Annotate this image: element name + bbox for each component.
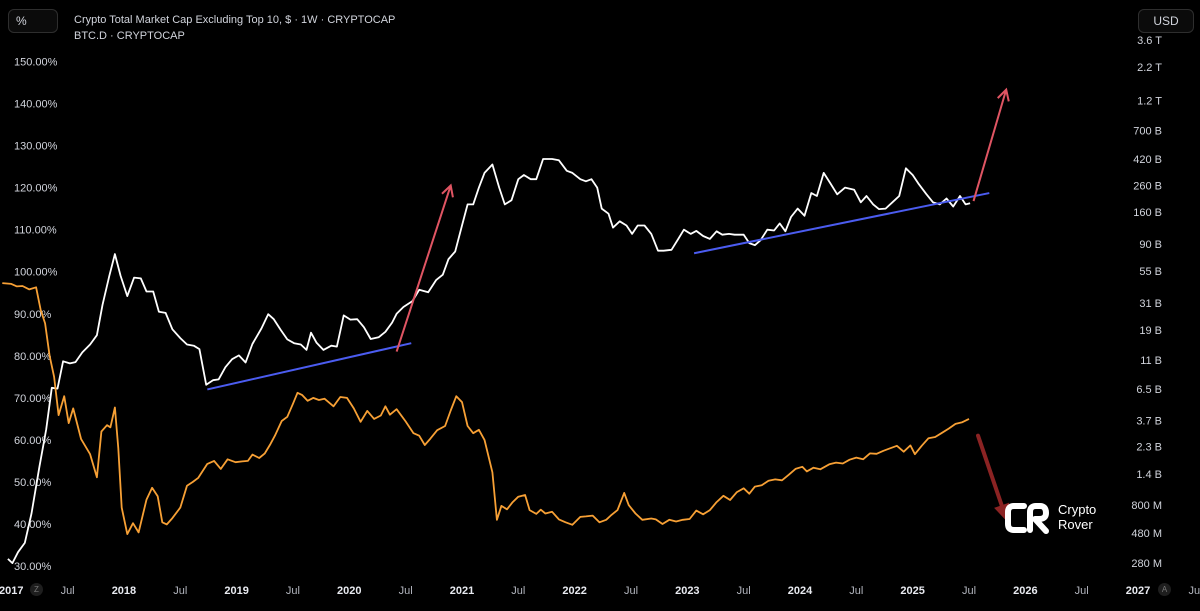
watermark-line2: Rover	[1058, 517, 1093, 532]
time-axis-tick-label: Jul	[624, 585, 638, 597]
left-axis-tick-label: 30.00%	[14, 561, 52, 573]
right-axis-tick-label: 160 B	[1133, 207, 1162, 219]
watermark-text: Crypto Rover	[1058, 502, 1096, 532]
right-axis-tick-label: 280 M	[1131, 558, 1162, 570]
left-axis-tick-label: 50.00%	[14, 477, 52, 489]
trend-line	[693, 192, 990, 255]
right-axis-tick-label: 2.3 B	[1136, 442, 1162, 454]
time-axis-tick-label: Jul	[962, 585, 976, 597]
right-axis-tick-label: 31 B	[1139, 298, 1162, 310]
left-axis-tick-label: 70.00%	[14, 393, 52, 405]
time-axis-tick-label: Jul	[286, 585, 300, 597]
left-axis-tick-label: 120.00%	[14, 183, 58, 195]
btc-dominance-line	[2, 282, 970, 535]
time-axis-tick-label: 2025	[900, 585, 924, 597]
left-axis-tick-label: 80.00%	[14, 351, 52, 363]
right-axis-tick-label: 55 B	[1139, 266, 1162, 278]
time-axis-tick-label: 2020	[337, 585, 361, 597]
time-axis-tick-label: Jul	[61, 585, 75, 597]
right-axis-ticks: 3.6 T 2.2 T 1.2 T 700 B 420 B 260 B 160 B 90 B 5…	[1131, 35, 1162, 570]
time-axis-tick-label: 2019	[224, 585, 248, 597]
legend-market-cap: Crypto Total Market Cap Excluding Top 10…	[74, 14, 396, 26]
right-axis-tick-label: 800 M	[1131, 500, 1162, 512]
up-arrow-head	[441, 183, 454, 198]
right-axis-tick-label: 1.2 T	[1137, 96, 1162, 108]
up-arrow-shaft	[972, 89, 1008, 202]
up-arrow-head	[997, 87, 1010, 102]
timezone-icon[interactable]: Z	[30, 583, 43, 596]
currency-button[interactable]: USD	[1138, 9, 1194, 33]
left-axis-tick-label: 60.00%	[14, 435, 52, 447]
left-axis-tick-label: 140.00%	[14, 99, 58, 111]
auto-scale-icon[interactable]: A	[1158, 583, 1171, 596]
time-axis-tick-label: 2018	[112, 585, 136, 597]
time-axis-tick-label: 2027	[1126, 585, 1150, 597]
annotation-layer	[207, 87, 1010, 522]
time-axis-tick-label: Jul	[511, 585, 525, 597]
right-axis-tick-label: 480 M	[1131, 528, 1162, 540]
time-axis-tick-label: Ju	[1189, 585, 1200, 597]
crypto-rover-logo-icon	[1005, 503, 1049, 534]
right-axis-tick-label: 1.4 B	[1136, 469, 1162, 481]
time-axis-tick-label: 2017	[0, 585, 24, 597]
market-cap-line	[7, 158, 971, 564]
time-axis-tick-label: Jul	[173, 585, 187, 597]
time-axis-tick-label: Jul	[399, 585, 413, 597]
left-axis-tick-label: 150.00%	[14, 56, 58, 68]
down-arrow-shaft	[976, 433, 1004, 508]
up-arrow-shaft	[395, 185, 452, 352]
left-axis-tick-label: 110.00%	[14, 225, 57, 237]
time-axis-tick-label: 2023	[675, 585, 699, 597]
right-axis-tick-label: 90 B	[1139, 239, 1162, 251]
right-axis-tick-label: 420 B	[1133, 154, 1162, 166]
time-axis-tick-label: Jul	[849, 585, 863, 597]
left-axis-tick-label: 90.00%	[14, 309, 52, 321]
right-axis-tick-label: 19 B	[1139, 325, 1162, 337]
watermark-line1: Crypto	[1058, 502, 1097, 517]
percent-scale-button[interactable]: %	[8, 9, 58, 33]
left-axis-tick-label: 130.00%	[14, 141, 58, 153]
right-axis-tick-label: 3.7 B	[1136, 415, 1162, 427]
left-axis-tick-label: 100.00%	[14, 267, 58, 279]
trend-line	[207, 342, 412, 391]
time-axis-tick-label: Jul	[1075, 585, 1089, 597]
time-axis-tick-label: Jul	[737, 585, 751, 597]
left-axis-tick-label: 40.00%	[14, 519, 52, 531]
time-axis-tick-label: 2021	[450, 585, 474, 597]
legend-btc-dominance: BTC.D · CRYPTOCAP	[74, 30, 185, 42]
right-axis-tick-label: 6.5 B	[1136, 384, 1162, 396]
right-axis-tick-label: 2.2 T	[1137, 62, 1162, 74]
right-axis-tick-label: 260 B	[1133, 180, 1162, 192]
time-axis-tick-label: 2022	[562, 585, 586, 597]
time-axis-ticks: 2017 Jul 2018 Jul 2019 Jul 2020 Jul 2021 Jul 2022 J…	[0, 585, 1200, 597]
right-axis-tick-label: 700 B	[1133, 126, 1162, 138]
right-axis-tick-label: 11 B	[1140, 355, 1162, 367]
left-axis-ticks: 150.00% 140.00% 130.00% 120.00% 110.00% 100.0…	[14, 56, 58, 573]
time-axis-tick-label: 2026	[1013, 585, 1037, 597]
right-axis-tick-label: 3.6 T	[1137, 35, 1162, 47]
series-layer	[2, 158, 971, 564]
time-axis-tick-label: 2024	[788, 585, 813, 597]
